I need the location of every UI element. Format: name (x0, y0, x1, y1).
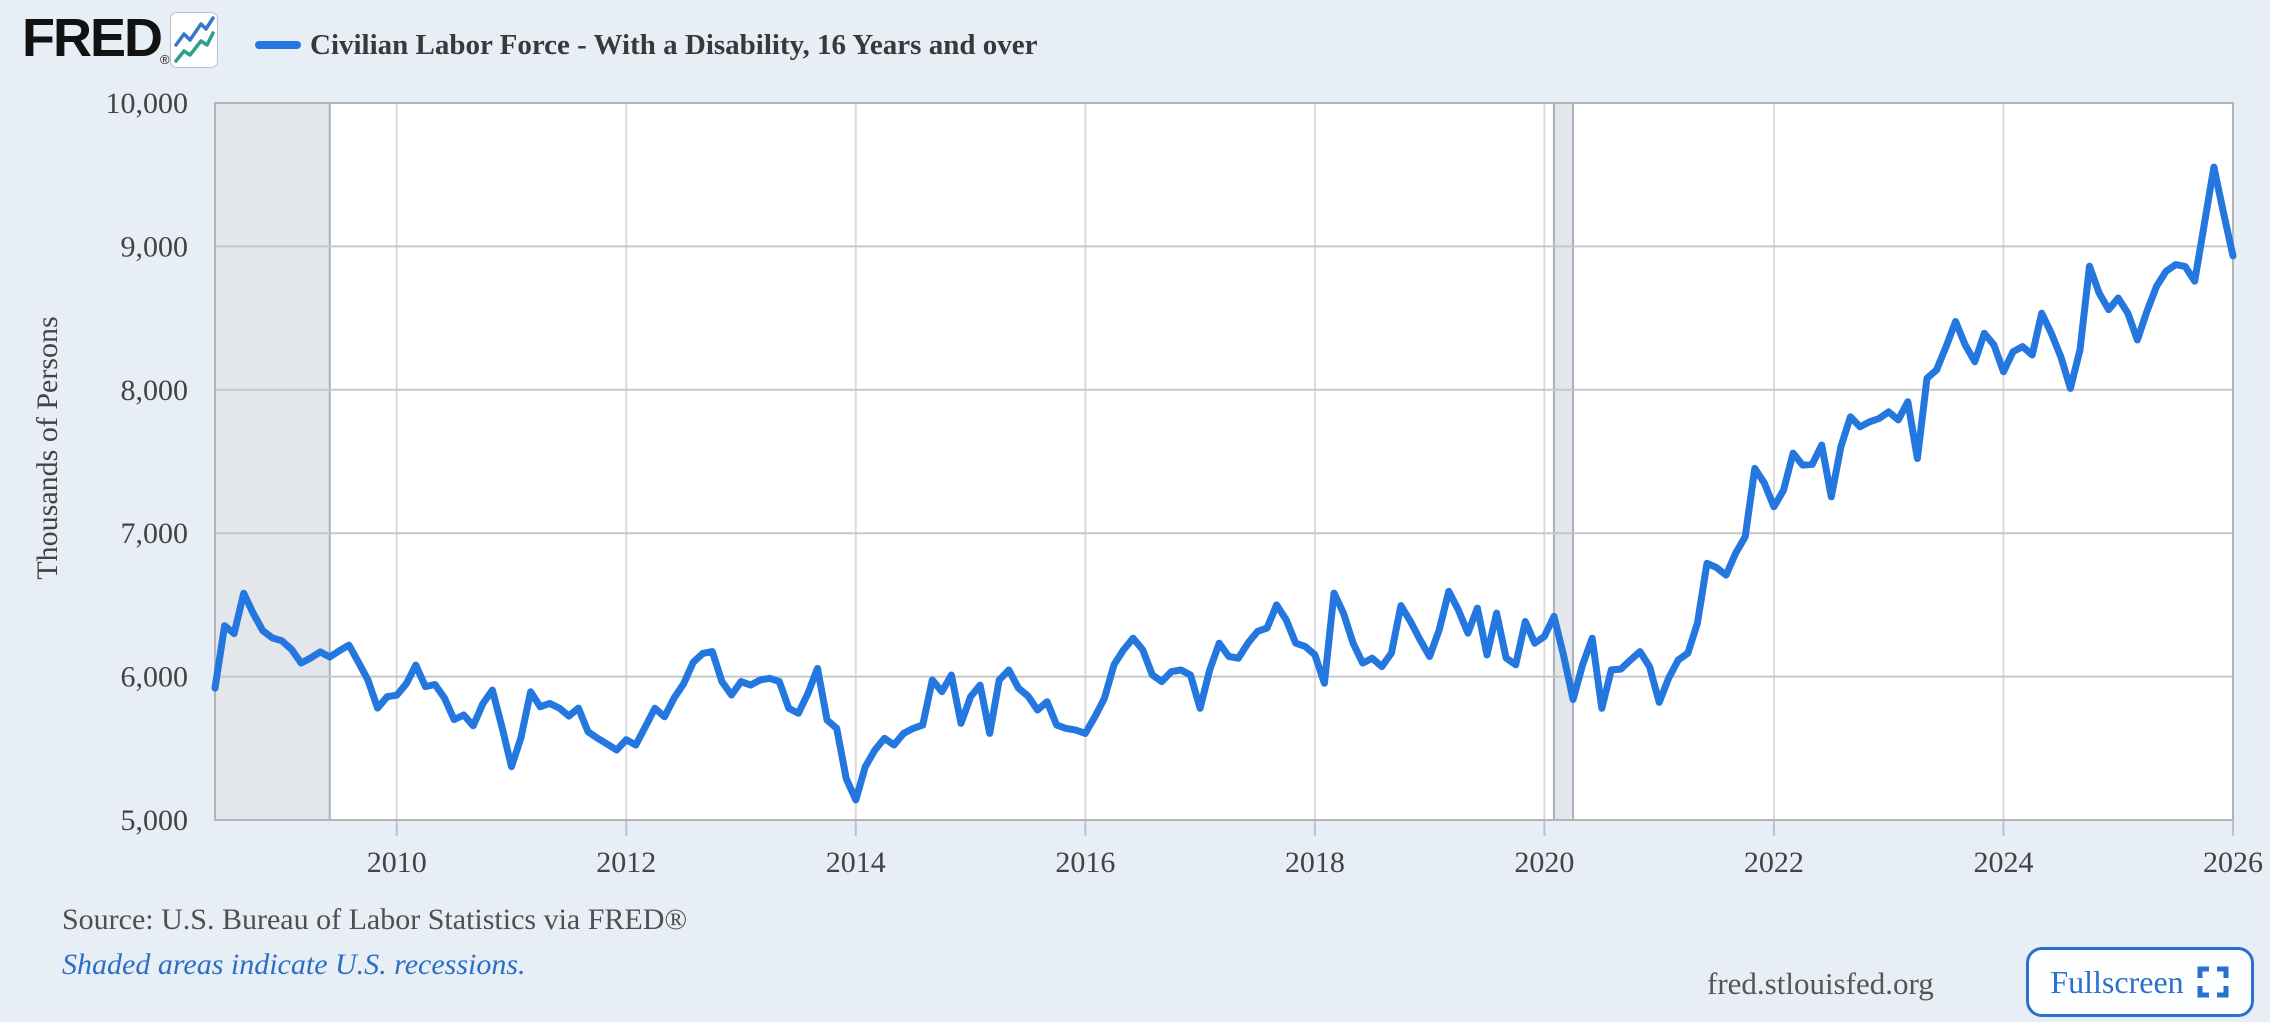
x-tick-label: 2016 (1055, 846, 1115, 879)
y-tick-label: 8,000 (121, 374, 189, 407)
recession-band (215, 103, 330, 820)
x-tick-label: 2022 (1744, 846, 1804, 879)
y-tick-label: 7,000 (121, 517, 189, 550)
recession-bands (214, 103, 1575, 820)
fred-logo-registered-mark: ® (160, 52, 170, 67)
fullscreen-icon (2196, 965, 2230, 999)
x-tick-label: 2014 (826, 846, 886, 879)
x-tick-label: 2012 (596, 846, 656, 879)
x-tick-label: 2026 (2203, 846, 2263, 879)
x-tick-label: 2020 (1514, 846, 1574, 879)
y-tick-label: 9,000 (121, 230, 189, 263)
source-text: Source: U.S. Bureau of Labor Statistics … (62, 903, 688, 936)
fred-line-chart-icon (170, 12, 218, 68)
fred-logo[interactable]: FRED (22, 8, 163, 68)
site-link: fred.stlouisfed.org (1707, 966, 1934, 1001)
fullscreen-button-label: Fullscreen (2050, 963, 2184, 1000)
y-tick-label: 6,000 (121, 661, 189, 694)
y-tick-label: 5,000 (121, 804, 189, 837)
x-axis: 2010 2012 2014 2016 2018 2020 2022 2024 2026 (367, 103, 2263, 879)
plot-border (214, 102, 2234, 821)
series-legend-label: Civilian Labor Force - With a Disability… (310, 29, 1038, 61)
fullscreen-button[interactable]: Fullscreen (2026, 947, 2254, 1017)
recession-band (1553, 103, 1574, 820)
plot-area[interactable] (215, 103, 2233, 820)
series-legend-marker (255, 41, 301, 49)
recession-note: Shaded areas indicate U.S. recessions. (62, 948, 526, 981)
x-tick-label: 2010 (367, 846, 427, 879)
x-tick-label: 2024 (1973, 846, 2033, 879)
data-line (211, 163, 2237, 804)
x-tick-label: 2018 (1285, 846, 1345, 879)
y-tick-label: 10,000 (106, 87, 189, 120)
